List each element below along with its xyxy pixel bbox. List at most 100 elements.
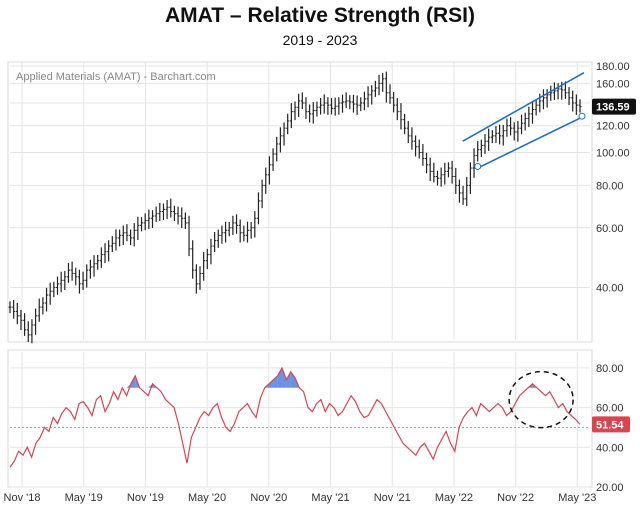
price-bar [392,92,396,113]
x-tick-label: May '19 [65,492,103,504]
price-bar [246,221,249,243]
price-bar [505,118,509,137]
channel-touch-point [474,162,482,170]
price-bar [541,89,545,110]
price-bar [202,252,206,281]
price-bar [399,103,403,130]
price-bar [183,212,187,229]
price-bar [436,170,439,186]
price-y-tick-label: 60.00 [596,223,624,235]
last-rsi-tag: 51.54 [592,416,630,433]
price-bar [107,240,111,262]
price-bar [59,271,63,293]
price-bar [483,134,487,154]
price-bar [527,106,531,128]
channel-upper [462,71,585,142]
price-bar [362,91,366,111]
rsi-line [9,366,581,468]
price-bar [300,92,304,110]
price-bar [574,94,578,115]
price-bar [48,282,52,305]
x-tick-label: Nov '20 [250,492,287,504]
price-bar [180,207,184,229]
price-bar [384,71,388,103]
price-bar [563,81,567,99]
price-bar [461,185,465,205]
price-bar [293,101,297,121]
price-bar [439,167,443,187]
grid [10,62,590,488]
price-bar [395,97,399,121]
rsi-overbought-fill [286,371,291,388]
watermark: Applied Materials (AMAT) - Barchart.com [16,71,216,83]
price-bar [92,255,96,277]
price-bar [520,114,524,135]
price-bar [143,213,147,231]
price-bar [30,319,34,344]
price-bar [205,248,209,270]
price-bar [235,214,239,234]
price-bar [282,122,286,146]
price-bar [373,80,377,97]
price-bar [161,203,165,221]
price-bar [15,302,19,325]
price-bar [454,167,458,194]
rsi-overbought-fill [273,375,278,388]
price-bar [88,259,92,279]
price-bar [242,225,246,242]
price-bar [516,120,520,142]
price-bar [216,229,220,248]
x-tick-label: Nov '21 [374,492,411,504]
price-bar [70,261,74,281]
price-y-tick-label: 120.00 [596,121,630,133]
price-bar [158,202,162,221]
rsi-y-tick-label: 80.00 [596,363,624,375]
price-bar [154,206,158,222]
chart-subtitle: 2019 - 2023 [282,32,358,48]
price-bar [209,238,213,265]
price-bar [370,85,374,105]
price-bar [23,313,27,336]
price-bar [256,192,260,225]
price-bar [337,97,341,115]
price-bar [446,162,450,178]
price-bar [198,266,202,290]
price-y-tick-label: 180.00 [596,61,630,73]
price-bar [403,113,407,135]
price-bar [267,156,271,185]
price-bar [366,86,370,108]
price-bar [410,127,414,150]
price-bar [121,225,125,246]
price-bar [326,97,330,115]
price-bar [330,97,334,115]
price-bar [99,247,103,268]
price-bar [479,139,483,157]
price-bar [472,148,476,178]
price-bar [77,269,81,294]
price-bar [227,221,231,237]
price-bar [249,221,253,239]
price-bar [304,97,308,119]
price-bar [501,124,505,146]
price-bar [512,122,516,141]
x-tick-label: Nov '19 [127,492,164,504]
price-bar [549,85,553,101]
price-bar [147,209,151,230]
price-bar [165,200,169,220]
price-bar [260,179,264,209]
price-bar [253,211,257,238]
price-bar [534,99,538,116]
price-y-tick-label: 160.00 [596,78,630,90]
price-bar [428,157,432,182]
svg-text:136.59: 136.59 [596,102,630,114]
x-tick-label: May '20 [188,492,226,504]
price-bar [151,210,154,229]
price-bar [231,215,235,236]
price-bar [319,97,323,115]
price-bar [494,126,498,144]
price-bar [140,217,144,232]
last-price-tag: 136.59 [592,98,636,115]
price-bar [66,262,70,283]
price-bar [187,215,191,257]
